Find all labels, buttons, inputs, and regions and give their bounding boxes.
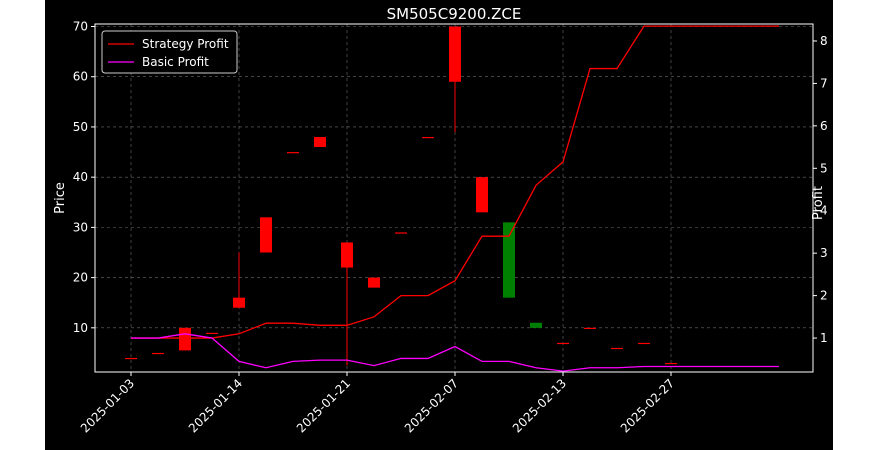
x-tick-label: 2025-01-03 <box>78 376 137 435</box>
y2-tick-label: 1 <box>820 331 828 345</box>
legend-strategy-label: Strategy Profit <box>142 37 229 51</box>
y2-tick-label: 8 <box>820 34 828 48</box>
candle-body <box>584 327 596 330</box>
x-tick-label: 2025-01-14 <box>186 376 245 435</box>
y2-tick-label: 2 <box>820 289 828 303</box>
candle-body <box>611 347 623 350</box>
legend: Strategy Profit Basic Profit <box>101 30 238 74</box>
y2-tick-label: 4 <box>820 204 828 218</box>
candle-body <box>368 277 380 288</box>
y-axis-label: Price <box>53 182 68 214</box>
candle-body <box>530 322 542 328</box>
chart-canvas: 10 20 30 40 50 60 70 1 2 3 4 5 6 7 8 2025-01-03 2025-01-… <box>53 5 828 435</box>
x-tick-label: 2025-02-07 <box>402 376 461 435</box>
profit-lines <box>131 25 779 372</box>
candle-body <box>476 177 488 213</box>
candle-body <box>314 136 326 148</box>
basic-profit-line <box>131 333 779 372</box>
y-tick-label: 40 <box>73 170 88 184</box>
y-tick-label: 30 <box>73 220 88 234</box>
x-tick-label: 2025-02-13 <box>510 376 569 435</box>
candles <box>125 26 677 366</box>
candle-body <box>287 152 299 154</box>
legend-box <box>101 30 238 74</box>
candle-body <box>260 217 272 253</box>
x-tick-label: 2025-02-27 <box>618 376 677 435</box>
y2-tick-label: 6 <box>820 119 828 133</box>
candle-body <box>395 232 407 234</box>
y-tick-label: 20 <box>73 271 88 285</box>
candle-body <box>422 136 434 139</box>
chart-title: SM505C9200.ZCE <box>387 5 522 23</box>
y-tick-label: 10 <box>73 321 88 335</box>
y2-tick-label: 5 <box>820 161 828 175</box>
y2-tick-label: 3 <box>820 246 828 260</box>
y-tick-label: 60 <box>73 70 88 84</box>
chart-figure: 10 20 30 40 50 60 70 1 2 3 4 5 6 7 8 2025-01-03 2025-01-… <box>45 0 833 450</box>
legend-basic-label: Basic Profit <box>142 55 209 69</box>
candle-body <box>449 26 461 82</box>
candle-body <box>503 222 515 298</box>
candle-body <box>665 362 677 365</box>
x-tick-label: 2025-01-21 <box>294 376 353 435</box>
plot-frame <box>94 23 814 373</box>
candle-body <box>152 352 164 355</box>
y2-axis-label: Profit <box>811 186 826 220</box>
candle-body <box>206 332 218 335</box>
candle-body <box>233 297 245 308</box>
strategy-profit-line <box>131 25 779 339</box>
candle-body <box>638 342 650 345</box>
y2-tick-label: 7 <box>820 76 828 90</box>
candle-body <box>557 342 569 345</box>
candle-body <box>179 327 191 351</box>
candle-body <box>341 242 353 268</box>
candle-body <box>125 357 137 360</box>
y-tick-label: 70 <box>73 20 88 34</box>
y-tick-label: 50 <box>73 120 88 134</box>
